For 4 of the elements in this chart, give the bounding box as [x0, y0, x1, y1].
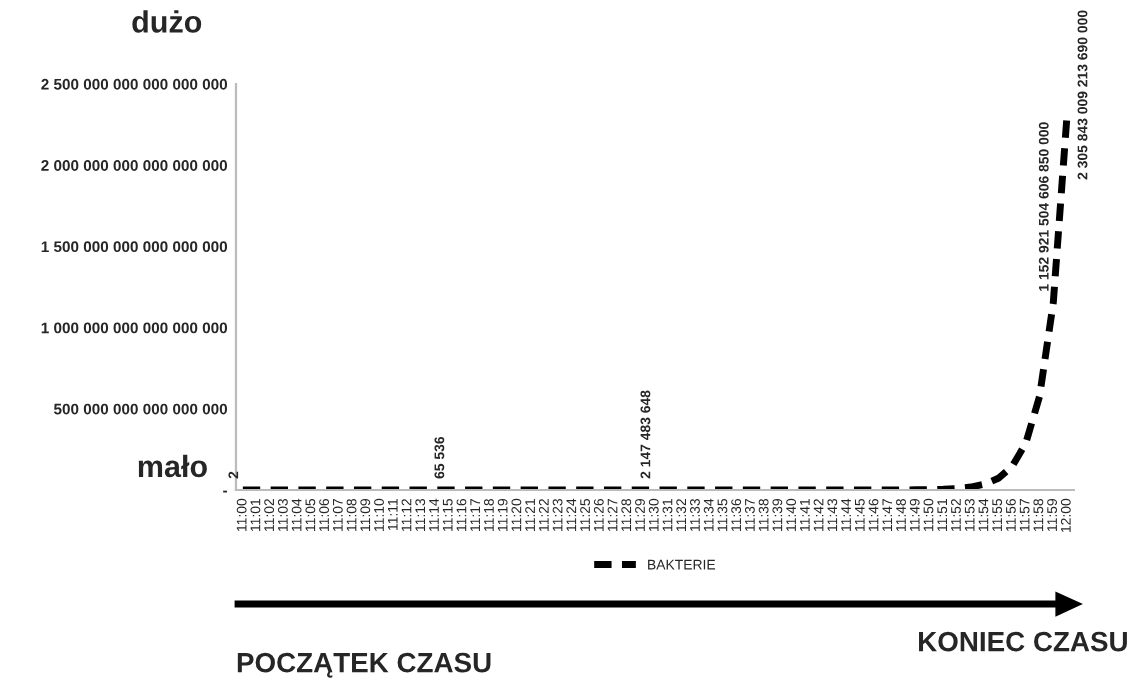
- text: dużo: [132, 10, 202, 33]
- text: KONIEC CZASU: [919, 631, 1127, 652]
- text: mało: [138, 454, 207, 478]
- text: POCZĄTEK CZASU: [237, 652, 491, 678]
